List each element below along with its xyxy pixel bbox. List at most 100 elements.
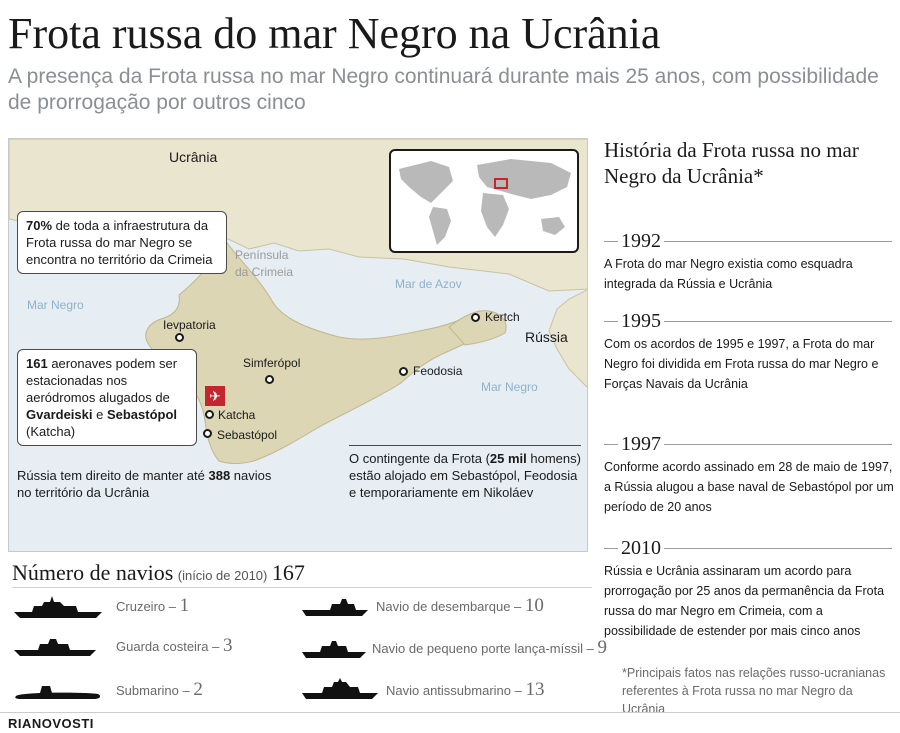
city-label-sebastopol: Sebastópol [217, 428, 278, 442]
label-peninsula-line1: Península [235, 248, 289, 262]
submarine-icon [15, 686, 101, 699]
city-marker-feodosia [399, 367, 408, 376]
city-label-feodosia: Feodosia [413, 364, 463, 378]
ship-count-antisubmarine: 13 [525, 679, 545, 700]
africa-shape [481, 193, 509, 237]
note-contingent: O contingente da Frota (25 mil homens) e… [349, 445, 581, 501]
antisubmarine-ship-icon [302, 678, 378, 699]
ship-name-submarine: Submarino [116, 683, 179, 698]
ships-total: 167 [271, 560, 305, 585]
callout-aircraft-text1: aeronaves podem ser estacionadas nos aer… [26, 356, 178, 405]
south-america-shape [429, 207, 451, 245]
ship-name-missile-boat: Navio de pequeno porte lança-míssil [372, 641, 584, 656]
australia-shape [541, 217, 565, 235]
callout-aircraft-text3: (Katcha) [26, 424, 76, 439]
callout-aircraft-text2: e [92, 407, 107, 422]
logo-novosti: NOVOSTI [31, 716, 94, 731]
callout-aircraft-bold2: Gvardeiski [26, 407, 93, 422]
landing-ship-icon [302, 599, 368, 616]
coast-guard-icon [14, 639, 96, 656]
callout-aircraft-bold1: 161 [26, 356, 48, 371]
ship-dash-landing-ship: – [510, 599, 525, 614]
callout-infrastructure-text: de toda a infraestrutura da Frota russa … [26, 218, 213, 267]
crimea-map: Ucrânia Península da Crimeia Mar de Azov… [8, 138, 588, 552]
ria-novosti-logo: RIANOVOSTI [8, 716, 94, 731]
label-black-sea-west: Mar Negro [27, 298, 84, 312]
ship-dash-antisubmarine: – [511, 683, 526, 698]
city-label-kerch: Kertch [485, 310, 520, 324]
ship-name-antisubmarine: Navio antissubmarino [386, 683, 512, 698]
ship-name-coast-guard: Guarda costeira [116, 639, 209, 654]
airplane-icon: ✈ [205, 386, 225, 406]
ships-divider [12, 587, 592, 588]
timeline-year-2010: 2010 [618, 537, 664, 559]
timeline-year-1992: 1992 [618, 230, 664, 252]
ship-count-cruiser: 1 [179, 595, 190, 616]
crimea-shape [145, 238, 496, 464]
cruiser-icon [14, 596, 102, 618]
city-marker-simferopol [265, 375, 274, 384]
note-russia-text1: Rússia tem direito de manter até [17, 468, 209, 483]
world-inset-map [389, 149, 579, 253]
label-azov-sea: Mar de Azov [395, 277, 462, 291]
ship-name-cruiser: Cruzeiro [116, 599, 166, 614]
ships-subtitle: (início de 2010) [177, 568, 268, 583]
note-contingent-text1: O contingente da Frota ( [349, 451, 490, 466]
footer-divider [0, 712, 900, 713]
world-map-graphic [399, 159, 571, 245]
history-title: História da Frota russa no mar Negro da … [604, 138, 859, 188]
ship-label-submarine: Submarino – 2 [116, 680, 203, 701]
ship-dash-cruiser: – [165, 599, 180, 614]
history-footnote: *Principais fatos nas relações russo-ucr… [622, 666, 886, 716]
ship-label-coast-guard: Guarda costeira – 3 [116, 636, 232, 657]
timeline-year-1995: 1995 [618, 310, 664, 332]
ship-label-antisubmarine: Navio antissubmarino – 13 [386, 680, 544, 701]
ship-label-missile-boat: Navio de pequeno porte lança-míssil – 9 [372, 638, 607, 659]
ship-count-coast-guard: 3 [222, 635, 233, 656]
label-black-sea-east: Mar Negro [481, 380, 538, 394]
timeline-text-1995: Com os acordos de 1995 e 1997, a Frota d… [604, 337, 879, 391]
label-russia: Rússia [525, 329, 568, 345]
missile-boat-icon [302, 641, 366, 658]
ship-label-cruiser: Cruzeiro – 1 [116, 596, 189, 617]
page-title: Frota russa do mar Negro na Ucrânia [8, 9, 661, 58]
ships-header: Número de navios (início de 2010) 167 [12, 560, 305, 586]
page-subtitle: A presença da Frota russa no mar Negro c… [8, 65, 879, 114]
timeline-line-1997 [604, 444, 892, 445]
ship-count-landing-ship: 10 [524, 595, 544, 616]
timeline-line-1995 [604, 321, 892, 322]
russia-land-shape [548, 289, 587, 388]
callout-infrastructure: 70% de toda a infraestrutura da Frota ru… [17, 211, 227, 274]
timeline-text-1997: Conforme acordo assinado em 28 de maio d… [604, 460, 894, 514]
timeline-text-1992: A Frota do mar Negro existia como esquad… [604, 257, 853, 291]
timeline-text-2010: Rússia e Ucrânia assinaram um acordo par… [604, 564, 885, 638]
label-peninsula: Península da Crimeia [235, 247, 293, 281]
city-label-ievpatoria: Ievpatoria [163, 318, 216, 332]
ship-count-missile-boat: 9 [597, 637, 607, 658]
city-label-simferopol: Simferópol [243, 356, 301, 370]
callout-aircraft: 161 aeronaves podem ser estacionadas nos… [17, 349, 197, 446]
crimea-location-marker [494, 178, 508, 189]
note-russia-bold: 388 [208, 468, 231, 483]
logo-ria: RIA [8, 716, 32, 731]
city-marker-katcha [205, 410, 214, 419]
north-america-shape [399, 161, 453, 203]
label-ukraine: Ucrânia [169, 149, 218, 165]
ship-dash-submarine: – [178, 683, 194, 698]
ship-label-landing-ship: Navio de desembarque – 10 [376, 596, 544, 617]
ship-dash-missile-boat: – [583, 641, 598, 656]
ship-name-landing-ship: Navio de desembarque [376, 599, 511, 614]
note-contingent-text2: homens) estão alojado em Sebastópol, Feo… [349, 451, 581, 500]
city-label-katcha: Katcha [218, 408, 256, 422]
note-contingent-bold: 25 mil [489, 451, 527, 466]
callout-infrastructure-bold: 70% [26, 218, 53, 233]
timeline-line-1992 [604, 241, 892, 242]
europe-asia-shape [477, 159, 571, 199]
ships-title: Número de navios [12, 560, 174, 585]
city-marker-sebastopol [203, 429, 212, 438]
ship-dash-coast-guard: – [208, 639, 223, 654]
city-marker-ievpatoria [175, 333, 184, 342]
timeline-year-1997: 1997 [618, 433, 664, 455]
note-russia-ships: Rússia tem direito de manter até 388 nav… [17, 467, 287, 501]
label-peninsula-line2: da Crimeia [235, 265, 294, 279]
